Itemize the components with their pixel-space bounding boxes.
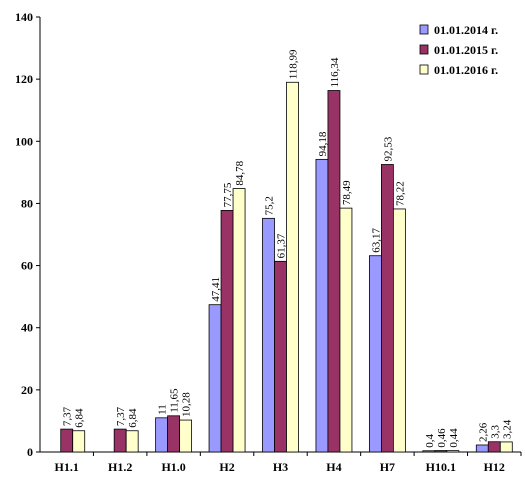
y-tick-label: 0 bbox=[27, 445, 33, 459]
bar bbox=[315, 158, 329, 453]
bar bbox=[434, 450, 448, 453]
legend-swatch bbox=[419, 44, 429, 55]
legend-label: 01.01.2016 г. bbox=[434, 63, 498, 77]
data-label: 2,26 bbox=[477, 422, 489, 442]
bar bbox=[368, 255, 382, 453]
data-labels: 7,37 6,84 7,37 6,84 11 11,65 10,2847,4177,7584… bbox=[62, 49, 514, 448]
x-tick-label: Н3 bbox=[273, 460, 288, 474]
bar bbox=[446, 450, 460, 453]
bar bbox=[380, 164, 394, 453]
data-label: 118,99 bbox=[288, 49, 300, 79]
x-tick-label: Н1.2 bbox=[108, 460, 132, 474]
data-label: 0,46 bbox=[436, 428, 448, 448]
legend-label: 01.01.2014 г. bbox=[434, 23, 498, 37]
data-label: 77,75 bbox=[222, 182, 234, 207]
bar bbox=[167, 415, 181, 453]
y-tick-label: 40 bbox=[21, 321, 33, 335]
data-label: 47,41 bbox=[210, 277, 222, 302]
y-tick-label: 140 bbox=[15, 10, 33, 24]
data-label: 92,53 bbox=[382, 136, 394, 161]
bar bbox=[125, 430, 139, 453]
bar bbox=[475, 444, 489, 453]
bar bbox=[262, 217, 275, 453]
bars bbox=[60, 81, 513, 453]
data-label: 78,49 bbox=[341, 180, 353, 205]
data-label: 6,84 bbox=[74, 408, 86, 428]
y-tick-label: 80 bbox=[21, 196, 33, 210]
data-label: 116,34 bbox=[329, 57, 341, 87]
x-tick-label: Н2 bbox=[219, 460, 234, 474]
data-label: 11 bbox=[157, 404, 169, 415]
data-label: 0,44 bbox=[448, 428, 460, 448]
bar bbox=[327, 90, 341, 453]
legend-label: 01.01.2015 г. bbox=[434, 43, 498, 57]
data-label: 6,84 bbox=[127, 408, 139, 428]
data-label: 94,18 bbox=[317, 131, 329, 156]
bar bbox=[274, 260, 287, 453]
y-tick-label: 20 bbox=[21, 383, 33, 397]
data-label: 63,17 bbox=[370, 227, 382, 252]
bar bbox=[179, 419, 193, 453]
bar bbox=[208, 304, 222, 453]
data-label: 11,65 bbox=[169, 388, 181, 413]
y-tick-label: 120 bbox=[15, 72, 33, 86]
data-label: 84,78 bbox=[234, 160, 246, 185]
data-label: 3,3 bbox=[489, 424, 501, 438]
bar bbox=[155, 417, 169, 453]
x-tick-label: Н1.0 bbox=[161, 460, 185, 474]
bar bbox=[232, 188, 246, 453]
x-tick-label: Н7 bbox=[380, 460, 395, 474]
y-tick-label: 60 bbox=[21, 259, 33, 273]
x-tick-label: Н12 bbox=[484, 460, 505, 474]
bar bbox=[113, 428, 127, 453]
bar bbox=[60, 428, 74, 453]
bar bbox=[487, 441, 501, 453]
bar bbox=[72, 430, 86, 453]
bar bbox=[499, 441, 513, 453]
data-label: 78,22 bbox=[394, 181, 406, 206]
legend-swatch bbox=[419, 64, 429, 75]
y-tick-label: 100 bbox=[15, 134, 33, 148]
bar bbox=[392, 208, 406, 453]
bar bbox=[286, 81, 299, 453]
data-label: 7,37 bbox=[115, 406, 127, 426]
x-tick-label: Н4 bbox=[326, 460, 341, 474]
x-tick-label: Н1.1 bbox=[55, 460, 79, 474]
x-tick-label: Н10.1 bbox=[426, 460, 456, 474]
data-label: 0,4 bbox=[424, 434, 436, 448]
bar bbox=[339, 207, 353, 453]
bar bbox=[220, 210, 234, 453]
legend-swatch bbox=[419, 24, 429, 35]
data-label: 10,28 bbox=[181, 392, 193, 417]
data-label: 61,37 bbox=[276, 233, 288, 258]
axes: 0 20 40 60 80 100 120 140 Н1.1 Н1.2 Н1.0 Н2 Н3 Н4 Н7 Н1… bbox=[15, 10, 522, 474]
bar bbox=[422, 450, 436, 453]
legend: 01.01.2014 г. 01.01.2015 г. 01.01.2016 г. bbox=[419, 23, 498, 77]
data-label: 3,24 bbox=[501, 419, 513, 439]
data-label: 75,2 bbox=[264, 196, 276, 215]
data-label: 7,37 bbox=[62, 406, 74, 426]
